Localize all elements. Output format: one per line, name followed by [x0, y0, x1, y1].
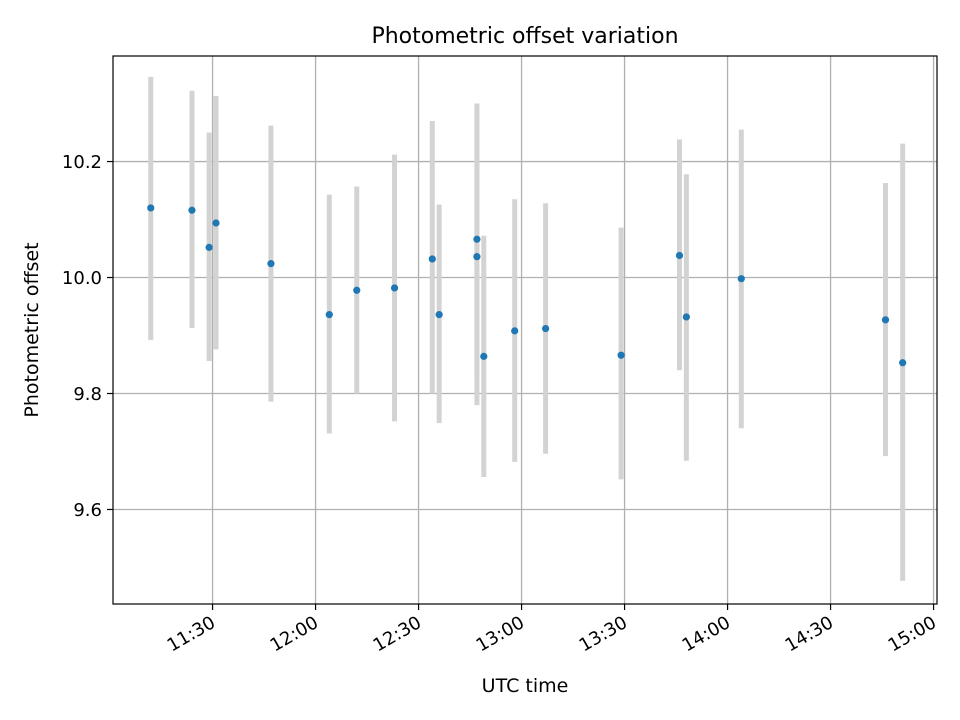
plot-frame [112, 55, 938, 605]
data-point [473, 235, 481, 243]
data-point [881, 316, 890, 324]
grid [113, 56, 937, 604]
x-axis-title: UTC time [482, 675, 569, 697]
data-point [511, 327, 519, 335]
data-point [188, 206, 196, 214]
chart-title: Photometric offset variation [371, 24, 678, 49]
data-point [353, 286, 361, 294]
data-points [147, 204, 907, 367]
data-point [617, 351, 625, 359]
data-point [267, 260, 275, 268]
data-point [147, 204, 155, 212]
y-tick-label: 10.0 [62, 268, 102, 289]
data-point [428, 255, 436, 263]
data-point [390, 284, 399, 292]
data-point [899, 359, 907, 367]
data-point [480, 352, 488, 360]
data-point [435, 311, 443, 319]
data-point [325, 311, 333, 319]
data-point [675, 251, 684, 260]
data-point [473, 253, 481, 261]
y-tick-label: 9.8 [73, 384, 102, 405]
data-point [205, 243, 213, 251]
data-point [682, 313, 690, 321]
data-point [212, 219, 220, 227]
y-tick-label: 10.2 [62, 152, 102, 173]
y-axis-title: Photometric offset [21, 242, 43, 417]
y-tick-label: 9.6 [73, 500, 102, 521]
data-point [737, 275, 745, 283]
data-point [542, 324, 550, 333]
